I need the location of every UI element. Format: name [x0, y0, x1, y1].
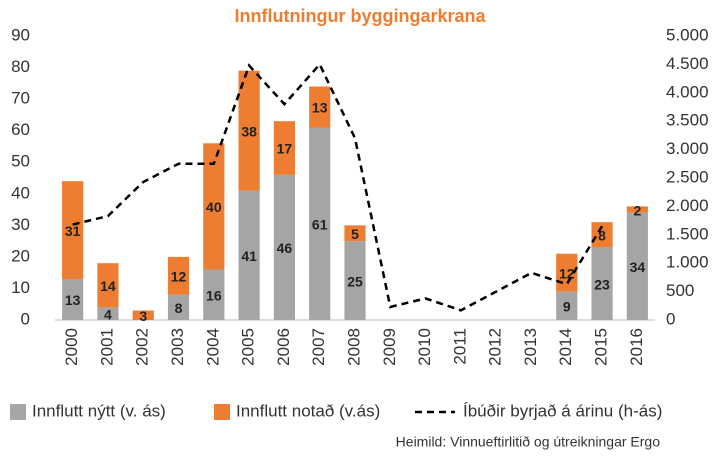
y-tick-label: 60: [11, 120, 30, 139]
legend-label: Innflutt nýtt (v. ás): [32, 401, 166, 420]
y2-tick-label: 0: [666, 309, 675, 328]
bar: [62, 181, 84, 279]
x-tick-label: 2002: [133, 328, 152, 366]
data-label: 3: [139, 308, 147, 324]
data-label: 8: [175, 300, 183, 316]
data-label: 8: [598, 228, 606, 244]
y2-tick-label: 4.500: [666, 54, 709, 73]
x-tick-label: 2006: [274, 328, 293, 366]
y2-tick-label: 3.500: [666, 111, 709, 130]
y-tick-label: 30: [11, 215, 30, 234]
bar: [62, 278, 84, 320]
bar: [591, 222, 613, 248]
data-label: 38: [241, 123, 257, 139]
y2-tick-label: 3.000: [666, 139, 709, 158]
y-tick-label: 80: [11, 57, 30, 76]
data-label: 31: [65, 223, 81, 239]
data-label: 13: [65, 292, 81, 308]
x-tick-label: 2011: [450, 328, 469, 365]
x-tick-label: 2013: [521, 328, 540, 366]
x-tick-label: 2010: [415, 328, 434, 366]
bar: [97, 263, 119, 308]
data-label: 4: [104, 306, 112, 322]
y-tick-label: 20: [11, 246, 30, 265]
x-tick-label: 2004: [203, 328, 222, 366]
bar: [97, 307, 119, 320]
y2-tick-label: 5.000: [666, 25, 709, 44]
bar: [626, 212, 648, 320]
bar: [273, 174, 295, 320]
bar: [273, 121, 295, 175]
data-label: 25: [347, 273, 363, 289]
bar: [238, 190, 260, 320]
data-label: 14: [100, 278, 116, 294]
x-tick-label: 2016: [627, 328, 646, 366]
data-label: 12: [559, 265, 575, 281]
x-tick-label: 2005: [239, 328, 258, 366]
y2-tick-label: 2.500: [666, 167, 709, 186]
legend-swatch: [10, 404, 26, 420]
x-tick-label: 2000: [62, 328, 81, 366]
data-label: 34: [630, 259, 646, 275]
y-tick-label: 50: [11, 152, 30, 171]
y-tick-label: 40: [11, 183, 30, 202]
bar: [309, 86, 331, 128]
data-label: 5: [351, 226, 359, 242]
y-tick-label: 90: [11, 25, 30, 44]
bar: [203, 143, 225, 270]
data-label: 2: [633, 202, 641, 218]
y2-tick-label: 4.000: [666, 82, 709, 101]
data-label: 9: [563, 299, 571, 315]
bar: [344, 225, 366, 242]
x-tick-label: 2012: [486, 328, 505, 366]
chart-title: Innflutningur byggingarkrana: [235, 6, 487, 26]
bar: [309, 127, 331, 320]
legend-swatch: [214, 404, 230, 420]
x-tick-label: 2014: [556, 328, 575, 366]
x-tick-label: 2003: [168, 328, 187, 366]
data-label: 41: [241, 248, 257, 264]
bar: [203, 269, 225, 320]
x-tick-label: 2009: [380, 328, 399, 366]
x-tick-label: 2015: [592, 328, 611, 366]
data-label: 61: [312, 216, 328, 232]
bar: [238, 70, 260, 191]
bar: [344, 241, 366, 320]
bar: [167, 256, 190, 295]
y2-tick-label: 500: [666, 281, 694, 300]
y-tick-label: 70: [11, 89, 30, 108]
bar: [167, 294, 190, 320]
y2-tick-label: 1.500: [666, 224, 709, 243]
bar: [132, 310, 154, 320]
x-tick-label: 2007: [309, 328, 328, 366]
line: [72, 62, 604, 312]
y-tick-label: 10: [11, 278, 30, 297]
data-label: 12: [171, 269, 187, 285]
legend-label: Innflutt notað (v.ás): [236, 401, 380, 420]
data-label: 13: [312, 100, 328, 116]
y2-tick-label: 2.000: [666, 196, 709, 215]
x-tick-label: 2001: [97, 328, 116, 366]
legend-label: Íbúðir byrjað á árinu (h-ás): [463, 401, 662, 420]
data-label: 40: [206, 199, 222, 215]
data-label: 16: [206, 287, 222, 303]
bar: [591, 247, 613, 320]
data-label: 46: [277, 240, 293, 256]
y-tick-label: 0: [21, 309, 30, 328]
bar: [626, 206, 648, 213]
data-label: 17: [277, 141, 293, 157]
source: Heimild: Vinnueftirlitið og útreikningar…: [396, 434, 661, 450]
x-tick-label: 2008: [344, 328, 363, 366]
data-label: 23: [594, 276, 610, 292]
bar: [556, 291, 578, 320]
y2-tick-label: 1.000: [666, 253, 709, 272]
